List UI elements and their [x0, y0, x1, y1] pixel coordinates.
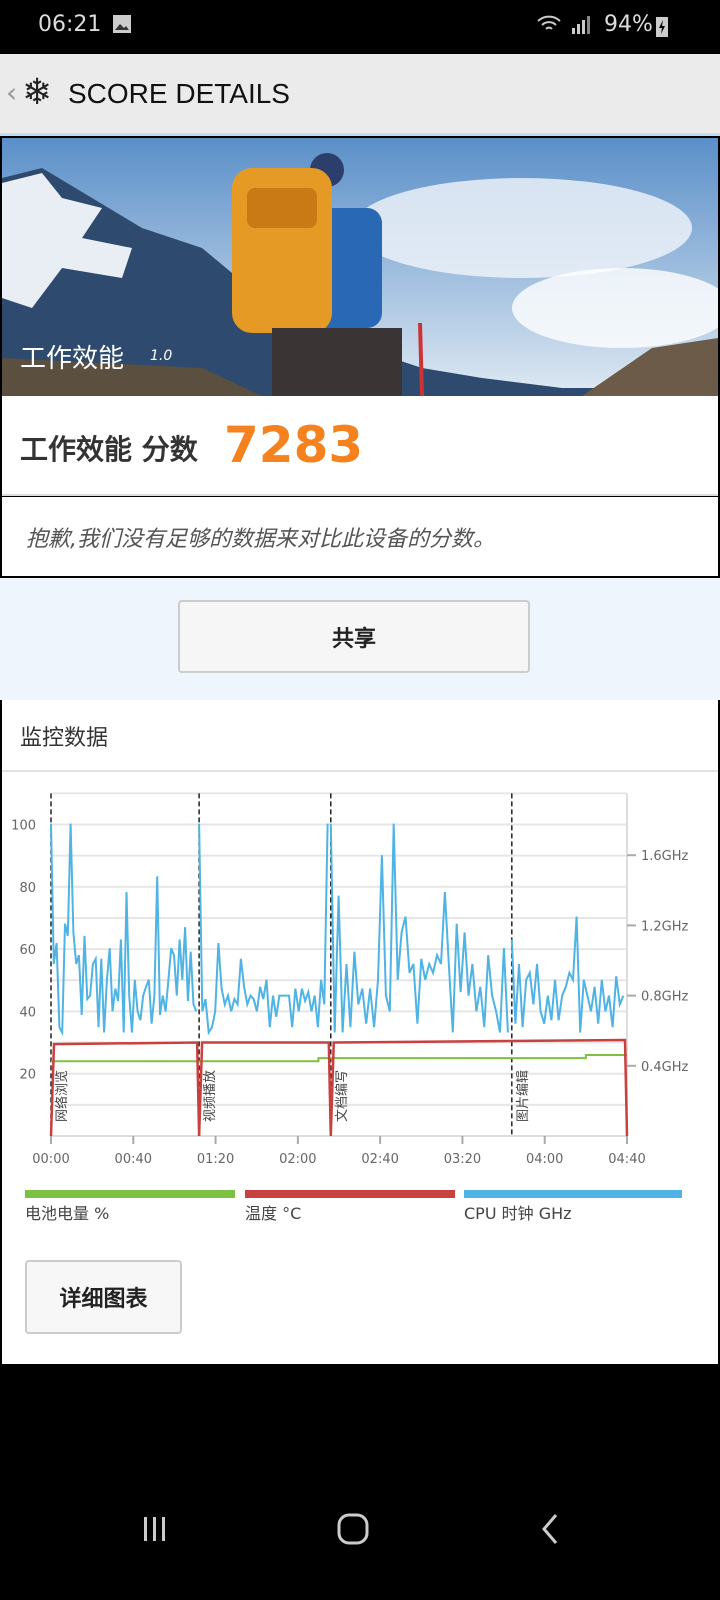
- battery-percent: 94%: [604, 12, 653, 37]
- legend-label-cpu: CPU 时钟 GHz: [464, 1204, 572, 1223]
- snowflake-icon: ❄: [22, 72, 53, 113]
- x-tick-label: 02:40: [361, 1152, 398, 1167]
- hiker-mountain-image: [2, 138, 718, 396]
- share-button[interactable]: 共享: [178, 600, 530, 673]
- legend-label-battery: 电池电量 %: [25, 1204, 110, 1223]
- score-row: 工作效能 分数 7283: [2, 396, 718, 496]
- wifi-icon: [537, 15, 561, 30]
- right-tick-label: 1.6GHz: [641, 849, 689, 864]
- hero-image: 工作效能 1.0: [2, 138, 718, 396]
- recent-apps-icon[interactable]: [140, 1514, 170, 1544]
- detailed-chart-button[interactable]: 详细图表: [25, 1260, 182, 1334]
- legend-swatch-temperature: [245, 1190, 455, 1198]
- temperature-line: [329, 1038, 629, 1137]
- temperature-line: [49, 1041, 201, 1137]
- left-tick-label: 80: [19, 881, 36, 896]
- hero-version: 1.0: [150, 348, 173, 364]
- comparison-message-box: 抱歉,我们没有足够的数据来对比此设备的分数。: [2, 497, 718, 576]
- x-tick-label: 02:00: [279, 1152, 316, 1167]
- x-tick-label: 04:00: [526, 1152, 563, 1167]
- marker-label: 视频播放: [203, 1070, 218, 1122]
- x-tick-label: 04:40: [608, 1152, 645, 1167]
- battery-charging-icon: [656, 17, 668, 37]
- left-tick-label: 100: [11, 819, 36, 834]
- navigation-bar: [0, 1480, 720, 1580]
- right-tick-label: 1.2GHz: [641, 919, 689, 934]
- right-tick-label: 0.8GHz: [641, 990, 689, 1005]
- back-icon[interactable]: [538, 1512, 562, 1546]
- x-tick-label: 03:20: [444, 1152, 481, 1167]
- page-title: SCORE DETAILS: [68, 78, 290, 109]
- x-tick-label: 00:40: [115, 1152, 152, 1167]
- hero-title: 工作效能: [20, 344, 125, 374]
- left-tick-label: 40: [19, 1005, 36, 1020]
- legend-label-temperature: 温度 °C: [245, 1204, 302, 1223]
- legend-swatch-cpu: [464, 1190, 682, 1198]
- left-tick-label: 20: [19, 1068, 36, 1083]
- app-header: ‹ ❄ SCORE DETAILS: [0, 54, 720, 136]
- chevron-left-icon[interactable]: ‹: [6, 76, 18, 109]
- legend-swatch-battery: [25, 1190, 235, 1198]
- comparison-message: 抱歉,我们没有足够的数据来对比此设备的分数。: [26, 527, 495, 552]
- status-bar: 06:21 94%: [0, 0, 720, 52]
- cpu-clock-line: [198, 823, 329, 1036]
- battery-line: [51, 1054, 627, 1063]
- score-label: 工作效能 分数: [20, 433, 198, 466]
- monitoring-title: 监控数据: [2, 700, 718, 772]
- marker-label: 网络浏览: [54, 1070, 70, 1122]
- home-icon[interactable]: [336, 1512, 370, 1546]
- clock: 06:21: [38, 12, 102, 37]
- cpu-clock-line: [329, 823, 509, 1033]
- gallery-icon: [113, 15, 131, 33]
- x-tick-label: 01:20: [197, 1152, 234, 1167]
- marker-label: 图片编辑: [516, 1070, 531, 1122]
- monitoring-chart: 20 40 60 80 100 0.4GHz 0.8GHz 1.2GHz 1.6GHz 00:00…: [11, 792, 689, 1167]
- right-tick-label: 0.4GHz: [641, 1060, 689, 1075]
- left-tick-label: 60: [19, 943, 36, 958]
- score-value: 7283: [224, 416, 364, 474]
- x-tick-label: 00:00: [32, 1152, 69, 1167]
- temperature-line: [197, 1041, 333, 1137]
- monitoring-card: 监控数据: [2, 700, 718, 1364]
- marker-label: 文档编写: [335, 1070, 350, 1122]
- cpu-clock-line: [50, 823, 198, 1037]
- signal-icon: [572, 16, 590, 34]
- cpu-clock-line: [510, 916, 625, 1033]
